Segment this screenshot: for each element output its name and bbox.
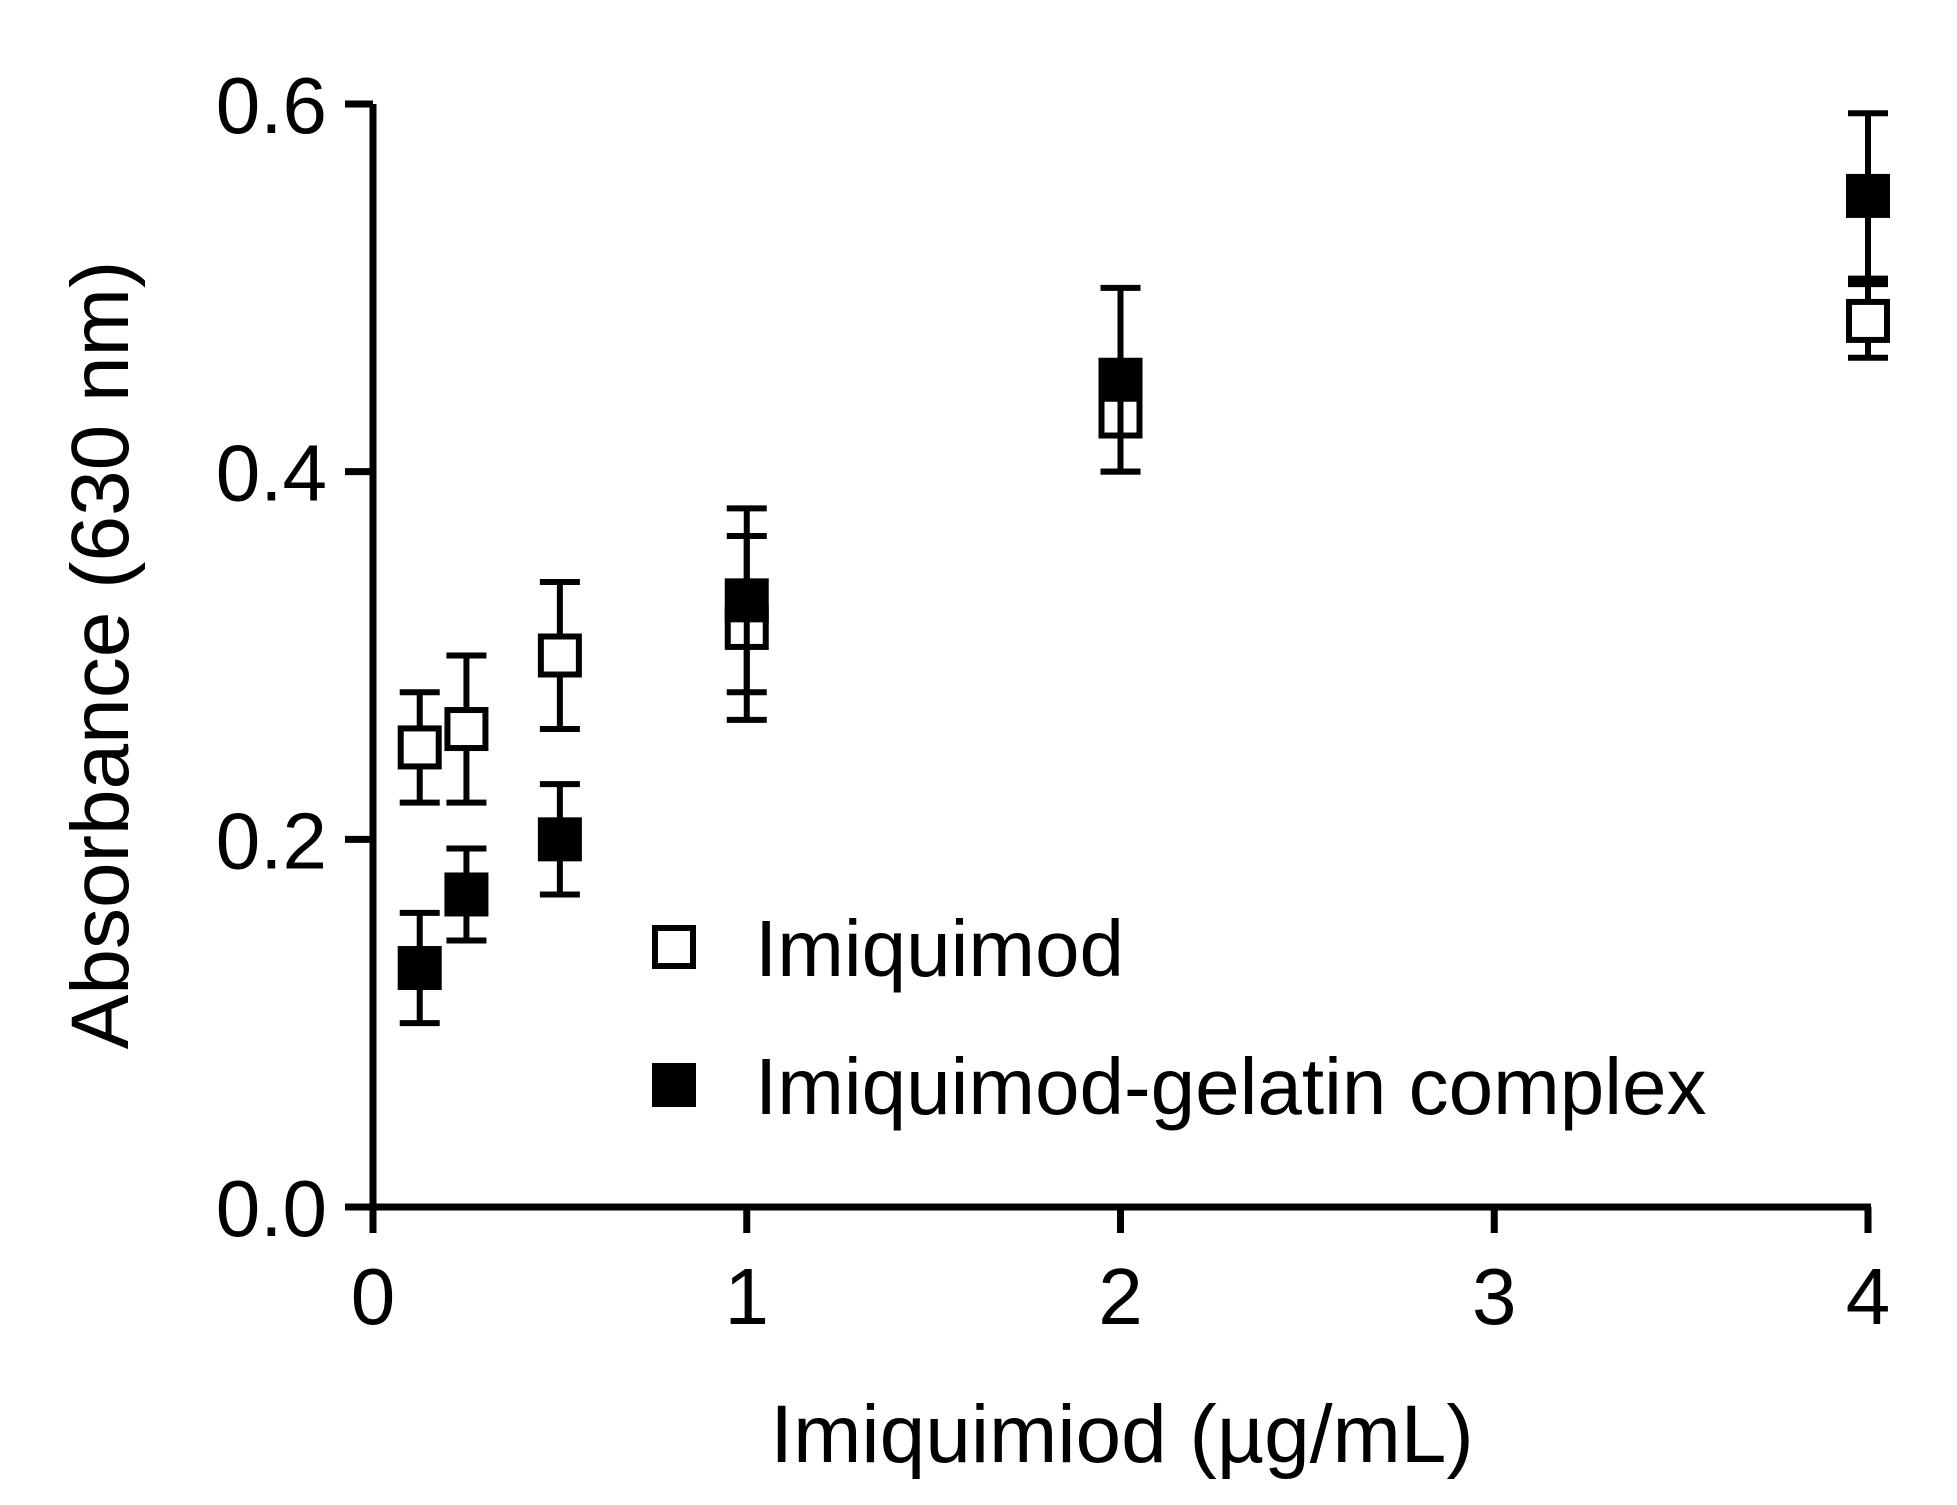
data-point-open [537, 633, 582, 678]
x-tick-label: 4 [1846, 1252, 1891, 1341]
data-point-filled [444, 872, 489, 917]
y-tick-label: 0.2 [216, 796, 327, 885]
legend-marker-imiquimod [652, 925, 696, 969]
data-point-open [397, 725, 442, 770]
y-tick-label: 0.6 [216, 61, 327, 150]
x-axis-title: Imiquimiod (µg/mL) [770, 1389, 1473, 1480]
data-point-filled [537, 817, 582, 862]
data-series [397, 110, 1890, 1027]
data-point-filled [1846, 173, 1890, 218]
y-tick-label: 0.4 [216, 429, 327, 518]
x-tick-label: 0 [351, 1252, 396, 1341]
axis-ticks: 0 1 2 3 4 0.0 0.2 0.4 0.6 [216, 61, 1890, 1341]
x-tick-label: 1 [725, 1252, 770, 1341]
data-point-filled [1098, 357, 1143, 402]
legend-marker-imiquimod-gelatin-complex [652, 1063, 696, 1107]
data-point-open [444, 707, 489, 752]
data-point-filled [724, 578, 769, 623]
x-tick-label: 3 [1472, 1252, 1517, 1341]
series-imiquimod [397, 281, 1890, 806]
data-point-open [1846, 298, 1890, 343]
legend-label-imiquimod-gelatin-complex: Imiquimod-gelatin complex [755, 1042, 1707, 1131]
legend-label-imiquimod: Imiquimod [755, 904, 1124, 993]
y-axis-title: Absorbance (630 nm) [55, 261, 146, 1050]
data-point-filled [397, 946, 442, 991]
legend: Imiquimod Imiquimod-gelatin complex [652, 904, 1707, 1131]
y-tick-label: 0.0 [216, 1164, 327, 1253]
x-tick-label: 2 [1098, 1252, 1143, 1341]
series-imiquimod-gelatin-complex [397, 110, 1890, 1027]
